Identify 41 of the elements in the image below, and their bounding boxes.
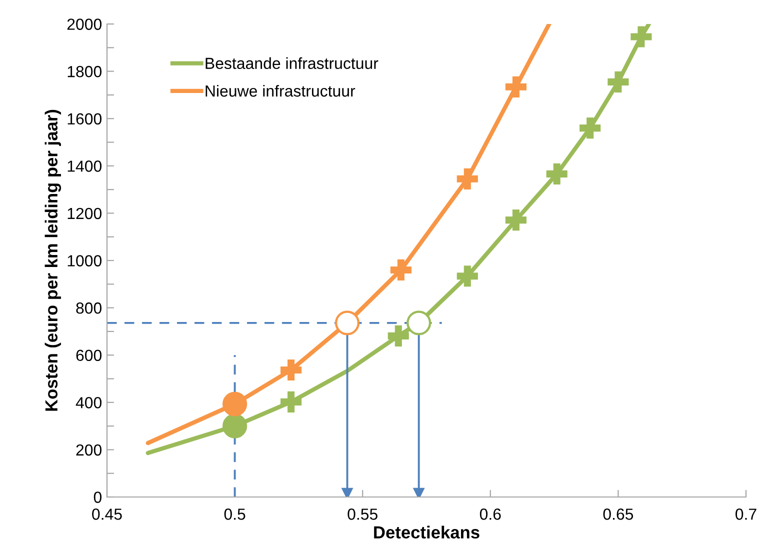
- x-tick-label: 0.45: [92, 508, 122, 520]
- x-tick-label: 0.6: [480, 508, 501, 520]
- line-series: [146, 24, 552, 446]
- y-tick-label: 400: [76, 397, 102, 408]
- y-tick-label: 1200: [68, 208, 102, 220]
- x-tick-label: 0.5: [224, 508, 246, 520]
- point: [222, 414, 248, 438]
- point: [456, 266, 478, 287]
- x-tick-label: 0.7: [736, 508, 756, 520]
- x-tick-label: 0.55: [348, 508, 378, 520]
- legend-label: Bestaande infrastructuur: [206, 57, 378, 70]
- y-tick-label: 800: [76, 302, 102, 314]
- point: [505, 76, 526, 98]
- y-tick-label: 2000: [67, 18, 102, 30]
- point: [390, 259, 412, 280]
- point: [413, 488, 424, 497]
- y-tick-label: 200: [76, 444, 102, 456]
- point: [630, 26, 652, 48]
- point: [580, 118, 601, 139]
- point: [608, 71, 629, 92]
- y-tick-label: 0: [94, 492, 102, 503]
- y-tick-label: 1600: [68, 113, 102, 125]
- x-axis-title: Detectiekans: [374, 526, 480, 539]
- point: [222, 392, 248, 416]
- y-axis-title: Kosten (euro per km leiding per jaar): [44, 110, 62, 411]
- legend-label: Nieuwe infrastructuur: [206, 84, 356, 97]
- point: [406, 310, 432, 336]
- point: [456, 168, 478, 190]
- point: [388, 325, 409, 346]
- point: [334, 310, 360, 336]
- point: [280, 391, 302, 412]
- point: [342, 488, 353, 497]
- line-series: [146, 24, 652, 456]
- y-tick-label: 1800: [68, 66, 102, 78]
- point: [505, 210, 526, 231]
- point: [546, 163, 568, 184]
- y-tick-label: 600: [76, 350, 102, 362]
- y-tick-label: 1400: [68, 160, 102, 172]
- y-tick-label: 1000: [68, 255, 102, 266]
- point: [280, 359, 302, 381]
- x-tick-label: 0.65: [603, 508, 634, 520]
